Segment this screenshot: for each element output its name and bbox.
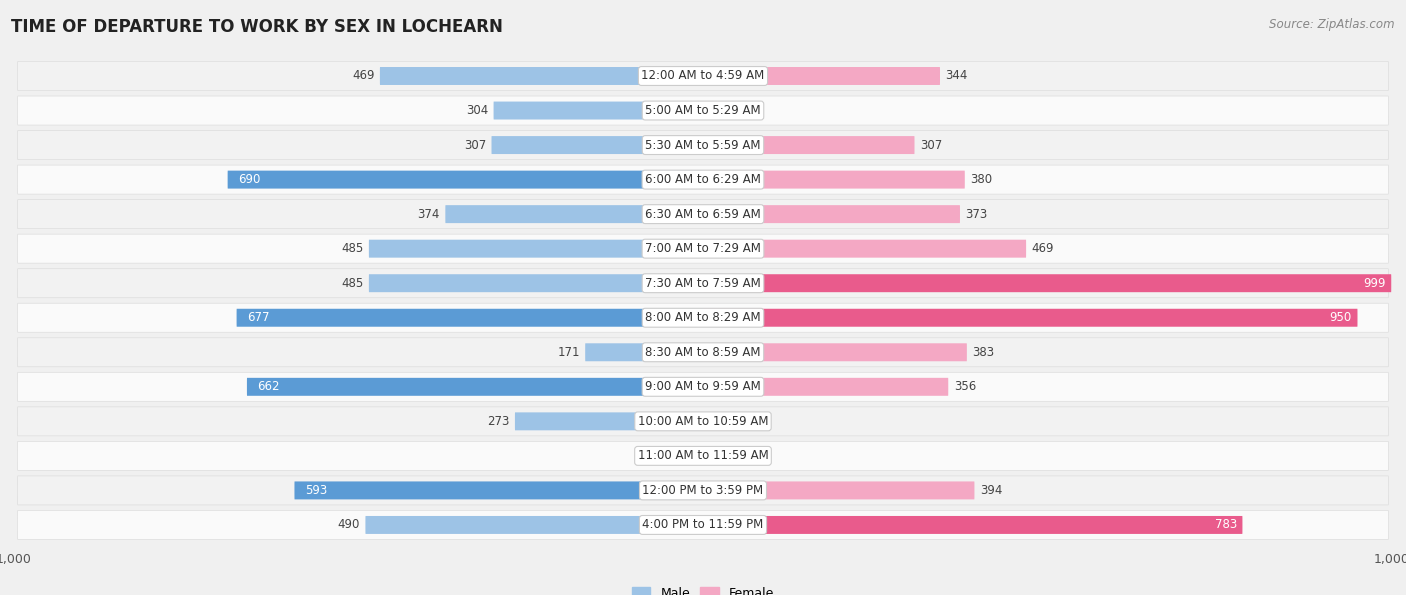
FancyBboxPatch shape — [17, 441, 1389, 471]
FancyBboxPatch shape — [17, 338, 1389, 367]
Text: 373: 373 — [966, 208, 988, 221]
FancyBboxPatch shape — [236, 309, 703, 327]
Text: 273: 273 — [486, 415, 509, 428]
FancyBboxPatch shape — [17, 476, 1389, 505]
FancyBboxPatch shape — [703, 378, 948, 396]
Legend: Male, Female: Male, Female — [627, 583, 779, 595]
FancyBboxPatch shape — [585, 343, 703, 361]
FancyBboxPatch shape — [446, 205, 703, 223]
Text: 6:00 AM to 6:29 AM: 6:00 AM to 6:29 AM — [645, 173, 761, 186]
Text: 383: 383 — [973, 346, 994, 359]
FancyBboxPatch shape — [703, 309, 1358, 327]
Text: 46: 46 — [740, 449, 755, 462]
Text: 9:00 AM to 9:59 AM: 9:00 AM to 9:59 AM — [645, 380, 761, 393]
Text: 45: 45 — [651, 449, 666, 462]
FancyBboxPatch shape — [366, 516, 703, 534]
Text: 6:30 AM to 6:59 AM: 6:30 AM to 6:59 AM — [645, 208, 761, 221]
FancyBboxPatch shape — [247, 378, 703, 396]
Text: 7:30 AM to 7:59 AM: 7:30 AM to 7:59 AM — [645, 277, 761, 290]
FancyBboxPatch shape — [703, 412, 740, 430]
FancyBboxPatch shape — [17, 303, 1389, 332]
Text: TIME OF DEPARTURE TO WORK BY SEX IN LOCHEARN: TIME OF DEPARTURE TO WORK BY SEX IN LOCH… — [11, 18, 503, 36]
FancyBboxPatch shape — [368, 240, 703, 258]
FancyBboxPatch shape — [17, 61, 1389, 90]
Text: 469: 469 — [1032, 242, 1054, 255]
FancyBboxPatch shape — [515, 412, 703, 430]
Text: 677: 677 — [247, 311, 270, 324]
FancyBboxPatch shape — [17, 269, 1389, 298]
FancyBboxPatch shape — [17, 96, 1389, 125]
Text: 662: 662 — [257, 380, 280, 393]
FancyBboxPatch shape — [380, 67, 703, 85]
Text: 356: 356 — [953, 380, 976, 393]
Text: 593: 593 — [305, 484, 328, 497]
Text: 10:00 AM to 10:59 AM: 10:00 AM to 10:59 AM — [638, 415, 768, 428]
Text: 307: 307 — [920, 139, 942, 152]
Text: 4:00 PM to 11:59 PM: 4:00 PM to 11:59 PM — [643, 518, 763, 531]
FancyBboxPatch shape — [17, 130, 1389, 159]
Text: 54: 54 — [745, 415, 761, 428]
FancyBboxPatch shape — [228, 171, 703, 189]
Text: 8:00 AM to 8:29 AM: 8:00 AM to 8:29 AM — [645, 311, 761, 324]
FancyBboxPatch shape — [17, 234, 1389, 263]
Text: 5:30 AM to 5:59 AM: 5:30 AM to 5:59 AM — [645, 139, 761, 152]
Text: 5:00 AM to 5:29 AM: 5:00 AM to 5:29 AM — [645, 104, 761, 117]
FancyBboxPatch shape — [703, 171, 965, 189]
Text: 344: 344 — [945, 70, 967, 83]
FancyBboxPatch shape — [703, 516, 1243, 534]
Text: 490: 490 — [337, 518, 360, 531]
Text: 394: 394 — [980, 484, 1002, 497]
FancyBboxPatch shape — [672, 447, 703, 465]
FancyBboxPatch shape — [368, 274, 703, 292]
FancyBboxPatch shape — [17, 165, 1389, 194]
FancyBboxPatch shape — [703, 67, 941, 85]
FancyBboxPatch shape — [17, 511, 1389, 540]
Text: 307: 307 — [464, 139, 486, 152]
FancyBboxPatch shape — [17, 200, 1389, 228]
Text: 469: 469 — [352, 70, 374, 83]
FancyBboxPatch shape — [294, 481, 703, 499]
Text: 54: 54 — [745, 104, 761, 117]
Text: 304: 304 — [465, 104, 488, 117]
Text: 380: 380 — [970, 173, 993, 186]
Text: 12:00 PM to 3:59 PM: 12:00 PM to 3:59 PM — [643, 484, 763, 497]
FancyBboxPatch shape — [17, 372, 1389, 401]
FancyBboxPatch shape — [703, 136, 914, 154]
Text: 485: 485 — [342, 277, 363, 290]
Text: 485: 485 — [342, 242, 363, 255]
Text: 171: 171 — [557, 346, 579, 359]
FancyBboxPatch shape — [17, 407, 1389, 436]
FancyBboxPatch shape — [703, 274, 1392, 292]
Text: 374: 374 — [418, 208, 440, 221]
Text: 11:00 AM to 11:59 AM: 11:00 AM to 11:59 AM — [638, 449, 768, 462]
FancyBboxPatch shape — [492, 136, 703, 154]
Text: 999: 999 — [1364, 277, 1386, 290]
FancyBboxPatch shape — [703, 447, 735, 465]
Text: 783: 783 — [1215, 518, 1237, 531]
Text: 690: 690 — [238, 173, 260, 186]
FancyBboxPatch shape — [703, 481, 974, 499]
FancyBboxPatch shape — [703, 205, 960, 223]
FancyBboxPatch shape — [703, 102, 740, 120]
FancyBboxPatch shape — [494, 102, 703, 120]
FancyBboxPatch shape — [703, 343, 967, 361]
FancyBboxPatch shape — [703, 240, 1026, 258]
Text: 950: 950 — [1330, 311, 1353, 324]
Text: Source: ZipAtlas.com: Source: ZipAtlas.com — [1270, 18, 1395, 31]
Text: 8:30 AM to 8:59 AM: 8:30 AM to 8:59 AM — [645, 346, 761, 359]
Text: 7:00 AM to 7:29 AM: 7:00 AM to 7:29 AM — [645, 242, 761, 255]
Text: 12:00 AM to 4:59 AM: 12:00 AM to 4:59 AM — [641, 70, 765, 83]
